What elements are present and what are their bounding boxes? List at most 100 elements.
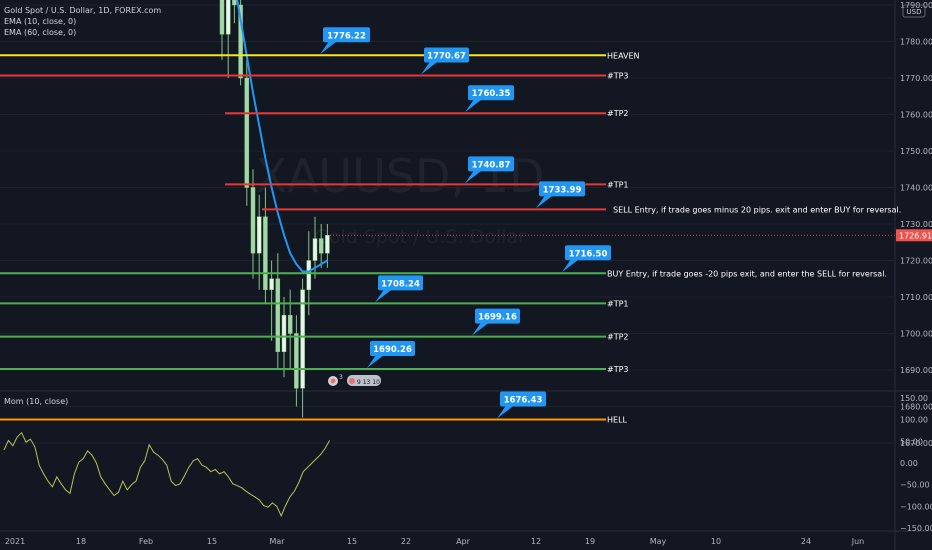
level-label: HEAVEN (607, 51, 640, 60)
candle-body[interactable] (275, 278, 281, 352)
currency-badge[interactable] (902, 4, 926, 18)
candle-body[interactable] (232, 0, 237, 6)
level-label: #TP3 (607, 365, 629, 374)
callout-pointer (497, 405, 514, 419)
candle-body[interactable] (256, 216, 262, 254)
momentum-tick-label: 150.00 (900, 394, 928, 403)
time-tick-label: 10 (711, 537, 721, 546)
candle-body[interactable] (300, 289, 305, 389)
price-callout-label: 1733.99 (543, 185, 582, 195)
candle-body[interactable] (269, 278, 274, 290)
momentum-tick-label: −50.00 (900, 481, 930, 490)
price-callout[interactable] (475, 308, 520, 324)
price-callout[interactable] (323, 27, 370, 43)
level-label: #TP2 (607, 109, 629, 118)
price-tick-label: 1690.00 (900, 366, 932, 375)
candle-body[interactable] (250, 187, 256, 254)
ema60-legend[interactable]: EMA (60, close, 0) (4, 28, 76, 37)
callout-pointer (536, 195, 553, 209)
ema-group (236, 0, 328, 273)
time-tick-label: May (650, 537, 667, 546)
momentum-tick-label: −100.00 (900, 502, 932, 511)
time-axis[interactable]: 2021 18 Feb 15 Mar 15 22 Apr 12 19 May 10 24 Jun (5, 537, 864, 546)
time-tick-label: 15 (207, 537, 217, 546)
price-callout-label: 1760.35 (472, 89, 511, 99)
callout-pointer (465, 99, 482, 113)
price-callout[interactable] (424, 47, 469, 63)
time-tick-label: Jun (851, 537, 865, 546)
callout-pointer (562, 259, 579, 273)
event-badge-dot (349, 378, 355, 384)
levels-group[interactable]: HEAVEN 1776.22 #TP3 1770.67 #TP2 1760.35 #TP1 1… (0, 27, 901, 425)
candle-body[interactable] (244, 77, 250, 188)
momentum-tick-label: 100.00 (900, 416, 928, 425)
event-badge-dates: 9 13 10 13 (357, 379, 390, 386)
price-tick-label: 1710.00 (900, 293, 932, 302)
ema10-legend[interactable]: EMA (10, close, 0) (4, 17, 76, 26)
price-tick-label: 1730.00 (900, 220, 932, 229)
time-tick-label: 18 (76, 537, 86, 546)
candle-body[interactable] (318, 238, 324, 254)
event-badge-group[interactable] (347, 375, 381, 386)
price-callout-label: 1690.26 (373, 345, 412, 355)
candle-body[interactable] (281, 315, 287, 352)
level-label: BUY Entry, if trade goes -20 pips exit, … (607, 269, 887, 278)
price-callout[interactable] (500, 391, 546, 407)
price-axis[interactable]: 1670.00 1680.00 1690.00 1700.00 1710.00 1720.… (896, 1, 932, 448)
price-tick-label: 1750.00 (900, 147, 932, 156)
last-price-label: 1726.91 (899, 231, 932, 240)
time-tick-label: 12 (531, 537, 541, 546)
candle-body[interactable] (287, 315, 293, 334)
price-callout[interactable] (378, 275, 423, 291)
candle-body[interactable] (312, 238, 318, 261)
currency-label: USD (907, 8, 922, 16)
callout-pointer (320, 41, 337, 55)
price-callout[interactable] (565, 245, 611, 261)
candle-body[interactable] (306, 260, 312, 290)
event-badges[interactable]: 3 9 13 10 13 (328, 374, 390, 386)
price-tick-label: 1670.00 (900, 439, 932, 448)
watermark-name: Gold Spot / U.S. Dollar (314, 226, 526, 248)
time-tick-label: Feb (139, 537, 153, 546)
momentum-pane[interactable]: 150.00 100.00 50.00 0.00 −50.00 −100.00 −150.0… (3, 394, 932, 533)
price-callout[interactable] (539, 181, 585, 197)
candle-body[interactable] (325, 235, 330, 254)
time-tick-label: 19 (585, 537, 595, 546)
time-tick-label: Mar (269, 537, 285, 546)
price-callout-label: 1699.16 (478, 313, 517, 323)
callout-pointer (472, 322, 489, 336)
candles-group[interactable] (219, 0, 330, 418)
level-label: #TP1 (607, 180, 629, 189)
level-label: SELL Entry, if trade goes minus 20 pips.… (613, 205, 901, 214)
symbol-title[interactable]: Gold Spot / U.S. Dollar, 1D, FOREX.com (4, 6, 161, 15)
price-callout[interactable] (370, 341, 415, 357)
candle-body[interactable] (219, 0, 225, 35)
price-callout-label: 1716.50 (569, 249, 608, 259)
callout-pointer (375, 289, 392, 303)
candle-body[interactable] (263, 216, 268, 290)
momentum-title[interactable]: Mom (10, close) (4, 397, 68, 406)
price-callout[interactable] (468, 85, 514, 101)
event-badge-dot (330, 378, 336, 384)
price-callout-label: 1708.24 (381, 279, 420, 289)
price-callout-label: 1676.43 (504, 396, 543, 406)
time-tick-label: 2021 (5, 537, 25, 546)
level-label: HELL (607, 416, 628, 425)
callout-pointer (421, 61, 438, 75)
price-tick-label: 1790.00 (900, 1, 932, 10)
candle-body[interactable] (238, 4, 243, 79)
price-tick-label: 1760.00 (900, 111, 932, 120)
price-callout-label: 1770.67 (427, 52, 466, 62)
candle-body[interactable] (225, 0, 231, 35)
level-label: #TP1 (607, 299, 629, 308)
price-tick-label: 1780.00 (900, 38, 932, 47)
price-callout[interactable] (468, 156, 514, 172)
last-price-tag[interactable] (896, 229, 932, 242)
price-callout-label: 1740.87 (472, 160, 511, 170)
time-tick-label: Apr (456, 537, 471, 546)
momentum-tick-label: −150.00 (900, 524, 932, 533)
callout-pointer (465, 170, 482, 184)
candle-body[interactable] (294, 333, 299, 389)
